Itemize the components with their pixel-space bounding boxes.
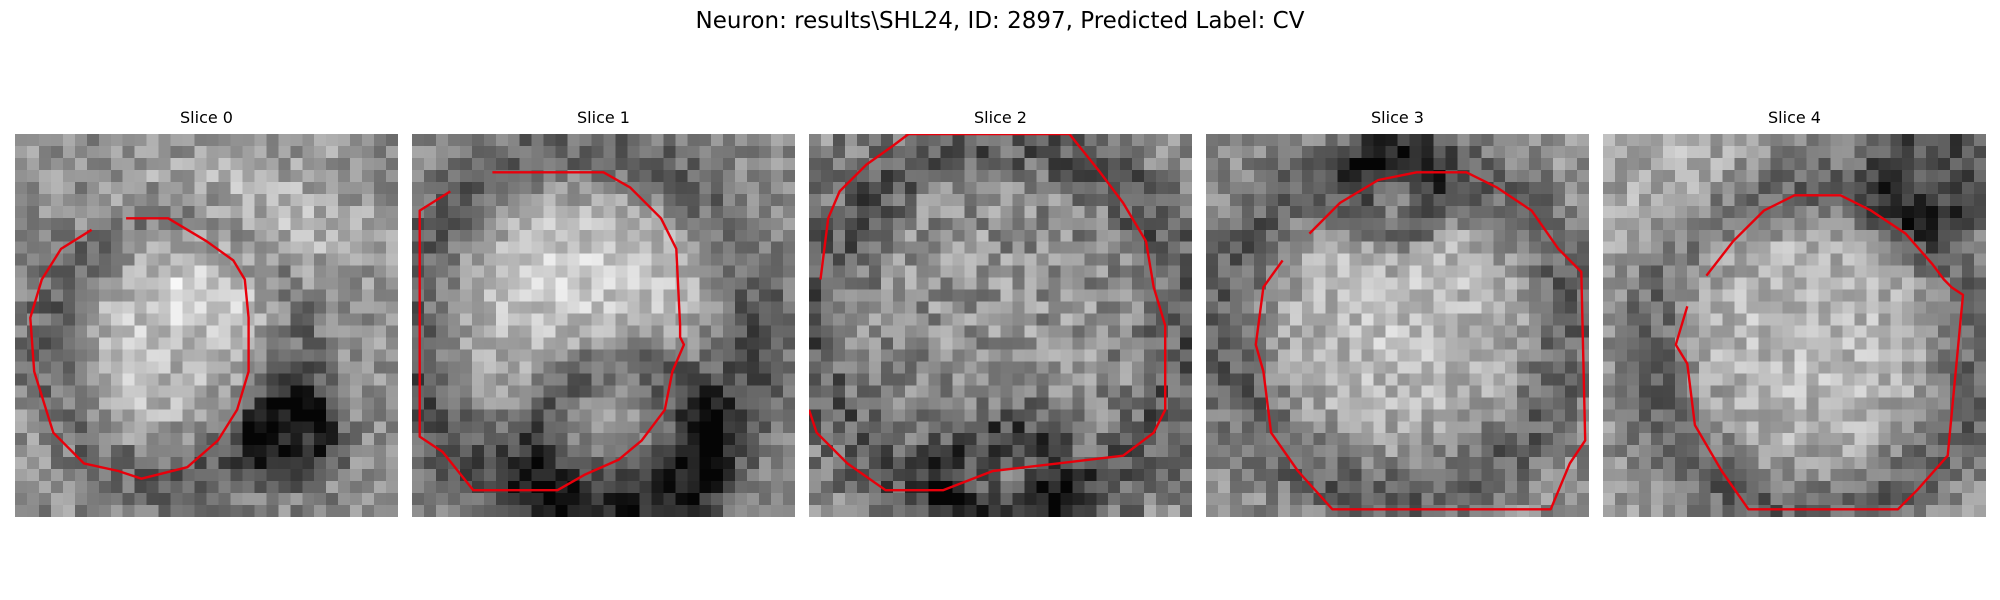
slice-image-2 (809, 134, 1192, 517)
slice-title-2: Slice 2 (974, 108, 1027, 127)
slice-title-4: Slice 4 (1768, 108, 1821, 127)
slice-pixels-4 (1603, 134, 1986, 517)
segmentation-contour-0 (29, 217, 250, 480)
slice-image-4 (1603, 134, 1986, 517)
slice-image-1 (412, 134, 795, 517)
slice-title-1: Slice 1 (577, 108, 630, 127)
slice-image-3 (1206, 134, 1589, 517)
segmentation-contour-2 (809, 134, 1167, 492)
segmentation-contour-4 (1674, 194, 1965, 511)
slice-pixels-3 (1206, 134, 1589, 517)
slice-pixels-0 (15, 134, 398, 517)
segmentation-contour-1 (418, 171, 686, 492)
slice-pixels-1 (412, 134, 795, 517)
figure-title: Neuron: results\SHL24, ID: 2897, Predict… (695, 8, 1305, 34)
slice-title-3: Slice 3 (1371, 108, 1424, 127)
slice-image-0 (15, 134, 398, 517)
slice-pixels-2 (809, 134, 1192, 517)
segmentation-contour-3 (1254, 171, 1587, 511)
slice-title-0: Slice 0 (180, 108, 233, 127)
